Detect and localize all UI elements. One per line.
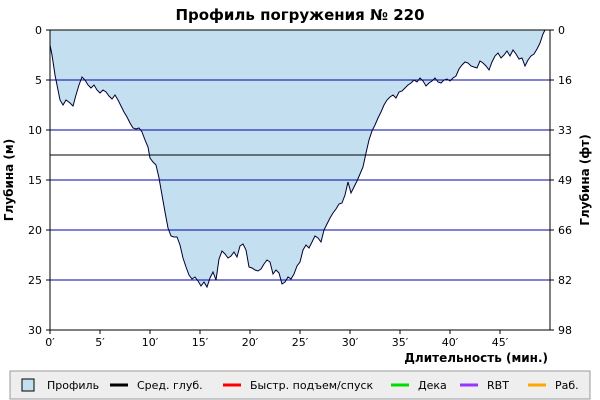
profile-area xyxy=(50,30,545,287)
x-tick-label: 30′ xyxy=(342,336,359,349)
x-tick-label: 10′ xyxy=(142,336,159,349)
y-axis-right-title: Глубина (фт) xyxy=(578,134,592,225)
legend-label: Быстр. подъем/спуск xyxy=(250,379,374,392)
y-left-tick-label: 20 xyxy=(28,224,42,237)
x-tick-label: 40′ xyxy=(442,336,459,349)
y-axis-left-title: Глубина (м) xyxy=(2,139,16,221)
legend-label: Профиль xyxy=(47,379,99,392)
y-right-tick-label: 82 xyxy=(558,274,572,287)
x-tick-label: 15′ xyxy=(192,336,209,349)
legend-swatch-profile xyxy=(21,378,35,392)
y-left-tick-label: 30 xyxy=(28,324,42,337)
legend: Профиль Сред. глуб. Быстр. подъем/спуск Дек… xyxy=(9,370,591,400)
y-right-tick-label: 98 xyxy=(558,324,572,337)
x-tick-label: 0′ xyxy=(45,336,55,349)
y-right-tick-label: 0 xyxy=(558,24,565,37)
x-tick-label: 20′ xyxy=(242,336,259,349)
legend-label: Раб. xyxy=(555,379,579,392)
y-left-tick-label: 5 xyxy=(35,74,42,87)
y-right-tick-label: 49 xyxy=(558,174,572,187)
y-left-tick-label: 0 xyxy=(35,24,42,37)
y-left-tick-label: 25 xyxy=(28,274,42,287)
legend-frame xyxy=(9,370,591,400)
x-tick-label: 25′ xyxy=(292,336,309,349)
y-left-tick-label: 10 xyxy=(28,124,42,137)
legend-label: RBT xyxy=(487,379,509,392)
x-tick-label: 45′ xyxy=(492,336,509,349)
y-right-tick-label: 33 xyxy=(558,124,572,137)
y-right-tick-label: 16 xyxy=(558,74,572,87)
x-tick-label: 5′ xyxy=(95,336,105,349)
profile-line xyxy=(49,29,546,289)
legend-label: Сред. глуб. xyxy=(137,379,203,392)
plot-area: 0 5 10 15 20 25 30 0 16 33 49 66 82 98 0′ 5′ 10′ 15′ 20′ 25… xyxy=(28,24,572,349)
legend-label: Дека xyxy=(418,379,447,392)
y-left-tick-label: 15 xyxy=(28,174,42,187)
y-right-tick-label: 66 xyxy=(558,224,572,237)
x-tick-label: 35′ xyxy=(392,336,409,349)
chart-title: Профиль погружения № 220 xyxy=(175,6,424,24)
x-axis-title: Длительность (мин.) xyxy=(404,351,548,365)
